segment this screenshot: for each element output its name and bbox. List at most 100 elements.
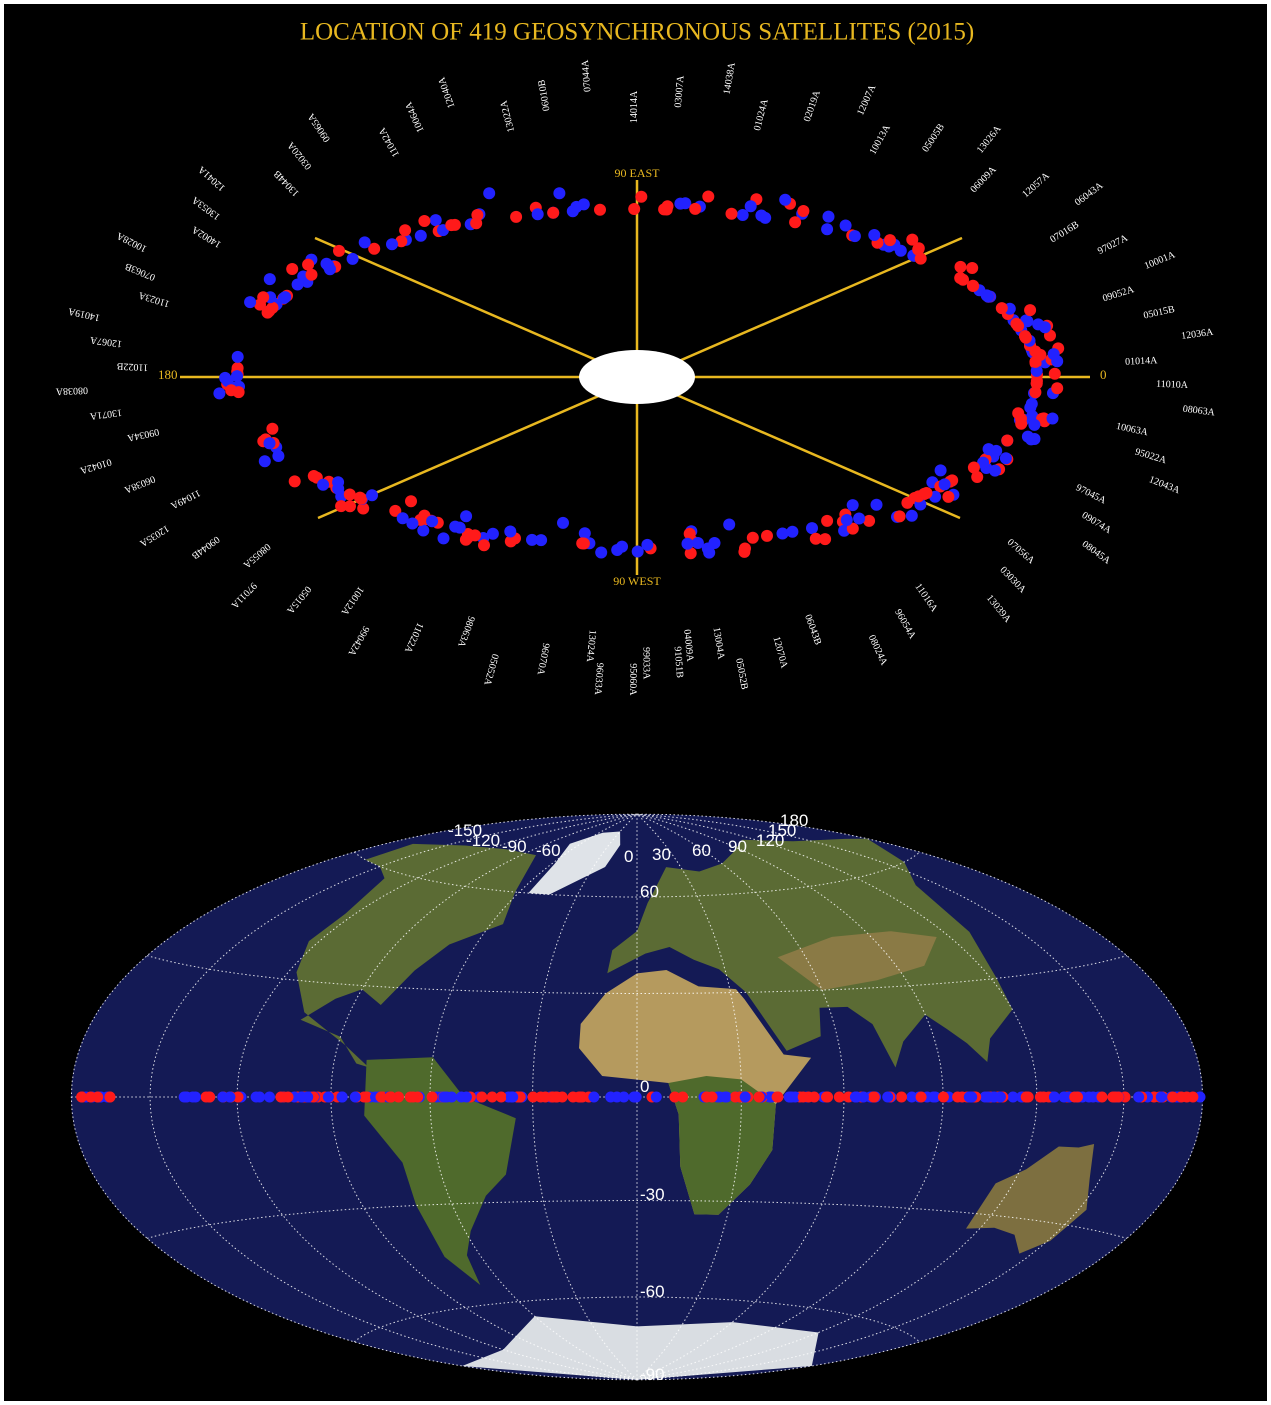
satellite-dot [999,452,1012,465]
satellite-id: 95060A [627,663,638,696]
satellite-dot [414,229,427,242]
landmass [462,1316,819,1380]
satellite-dot [868,229,881,241]
satellite-dot [446,1091,458,1103]
longitude-label: -60 [536,841,561,860]
longitude-label: 90 [728,837,747,856]
satellite-dot [426,515,439,528]
land [296,831,1095,1380]
satellite-dot [495,1091,507,1103]
satellite-dot [332,482,345,495]
satellite-dot [870,498,883,511]
satellite-dot [507,1091,519,1103]
satellite-dot [1029,386,1042,399]
satellite-id: 08038A [55,384,88,396]
label-180: 180 [158,367,178,382]
satellite-dot [995,302,1008,315]
satellite-dot [346,252,359,265]
satellite-id: 13004A [711,627,727,661]
satellite-dot [453,521,466,534]
satellite-dot [822,210,835,223]
satellite-dot [429,214,442,227]
satellite-dot [317,478,330,491]
satellite-dot [263,437,276,450]
map-labels: -150-120 -90 -60 0 30 60 90 120150180600-30-60-… [448,811,808,1384]
satellite-dot [846,522,859,535]
satellite-dot [893,510,906,523]
satellite-dot [335,500,348,513]
satellite-dot [213,387,226,400]
satellite-dot [681,537,694,550]
satellite-dot [343,488,356,501]
label-0: 0 [1100,367,1107,382]
satellite-dot [977,456,990,469]
satellite-dot [1030,364,1043,377]
satellite-dot [460,510,473,523]
satellite-dot [906,233,919,246]
satellite-dot [1021,1091,1032,1103]
satellite-dot [355,492,368,505]
satellite-dot [426,1091,438,1103]
satellite-dot [808,1091,820,1103]
satellite-dot [629,1091,641,1103]
satellite-dot [635,190,648,203]
satellite-dot [1048,1091,1060,1103]
satellite-dot [776,527,789,540]
satellite-dot [264,1091,275,1103]
latitude-label: -90 [640,1365,665,1384]
satellite-dot [915,1091,927,1103]
satellite-dot [966,262,979,274]
satellite-dot [244,296,257,309]
satellite-id: 03007A [673,74,687,108]
satellite-dot [588,1091,600,1103]
satellite-dot [611,1091,623,1103]
satellite-dot [178,1091,190,1103]
satellite-dot [868,1091,880,1103]
parallel [353,851,921,898]
satellite-id: 14038A [722,61,738,95]
satellite-dot [1019,331,1032,344]
satellite-dot [1047,348,1060,361]
satellite-dot [486,1091,498,1103]
satellite-dot [744,200,757,213]
satellite-dot [957,273,969,286]
satellite-dot [459,533,472,546]
satellite-dot [296,1091,308,1103]
satellite-dot [190,1091,201,1103]
satellite-dot [708,537,721,549]
satellite-dot [526,533,538,546]
landmass [528,831,621,895]
satellite-dot [1048,367,1061,380]
satellite-dot [535,534,548,547]
satellite-dot [739,1091,751,1103]
longitude-label: -150 [448,821,482,840]
title: LOCATION OF 419 GEOSYNCHRONOUS SATELLITE… [300,19,974,46]
satellite-dot [1038,321,1051,334]
satellite-dot [445,219,458,232]
satellite-dot [821,1091,832,1103]
satellite-dot [1024,304,1037,317]
satellite-dot [706,1091,718,1103]
satellite-dot [1133,1091,1145,1103]
satellite-dot [305,268,318,281]
satellite-dot [689,202,702,215]
satellite-dot [486,527,499,540]
satellite-dot [406,517,419,530]
landmass [777,931,937,991]
satellite-dot [797,1091,809,1103]
satellite-dot [358,236,371,249]
parallel [146,1200,1128,1239]
satellite-dot [988,1091,1000,1103]
satellite-id: 14014A [629,90,640,123]
earth [579,350,695,404]
satellite-dot [691,537,704,549]
landmass [668,1076,776,1215]
satellite-dot [1021,315,1034,328]
satellite-dot [912,243,925,256]
satellite-dot [547,206,560,219]
satellite-dot [1051,382,1064,395]
satellite-dot [739,542,751,555]
longitude-label: 0 [624,847,633,866]
satellite-dot [104,1091,116,1103]
